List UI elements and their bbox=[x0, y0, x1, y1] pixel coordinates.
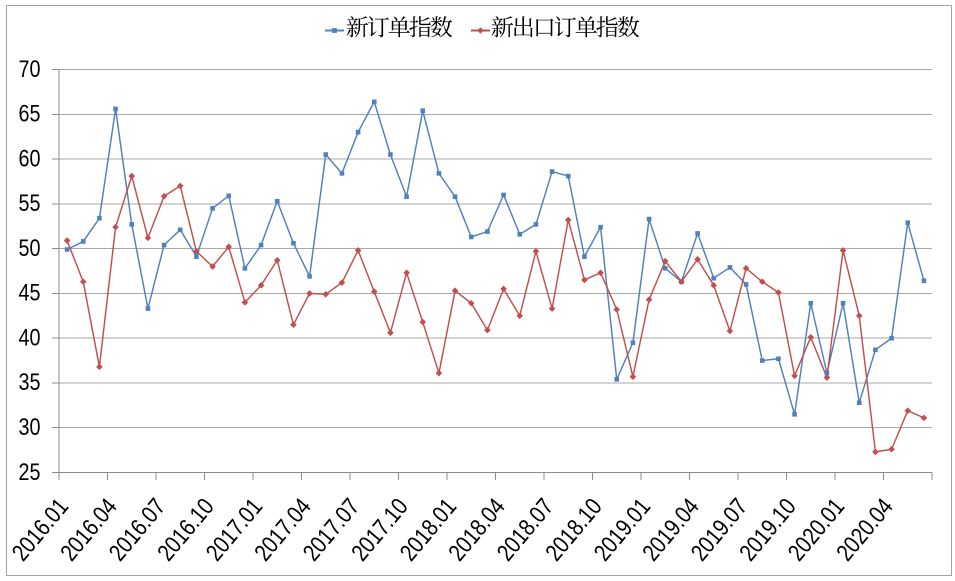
svg-text:35: 35 bbox=[19, 369, 41, 396]
svg-text:40: 40 bbox=[19, 325, 41, 352]
svg-text:30: 30 bbox=[19, 414, 41, 441]
svg-text:50: 50 bbox=[19, 235, 41, 262]
svg-text:45: 45 bbox=[19, 280, 41, 307]
svg-text:65: 65 bbox=[19, 101, 41, 128]
svg-text:70: 70 bbox=[19, 56, 41, 83]
svg-text:25: 25 bbox=[19, 459, 41, 486]
svg-text:60: 60 bbox=[19, 145, 41, 172]
svg-text:55: 55 bbox=[19, 190, 41, 217]
